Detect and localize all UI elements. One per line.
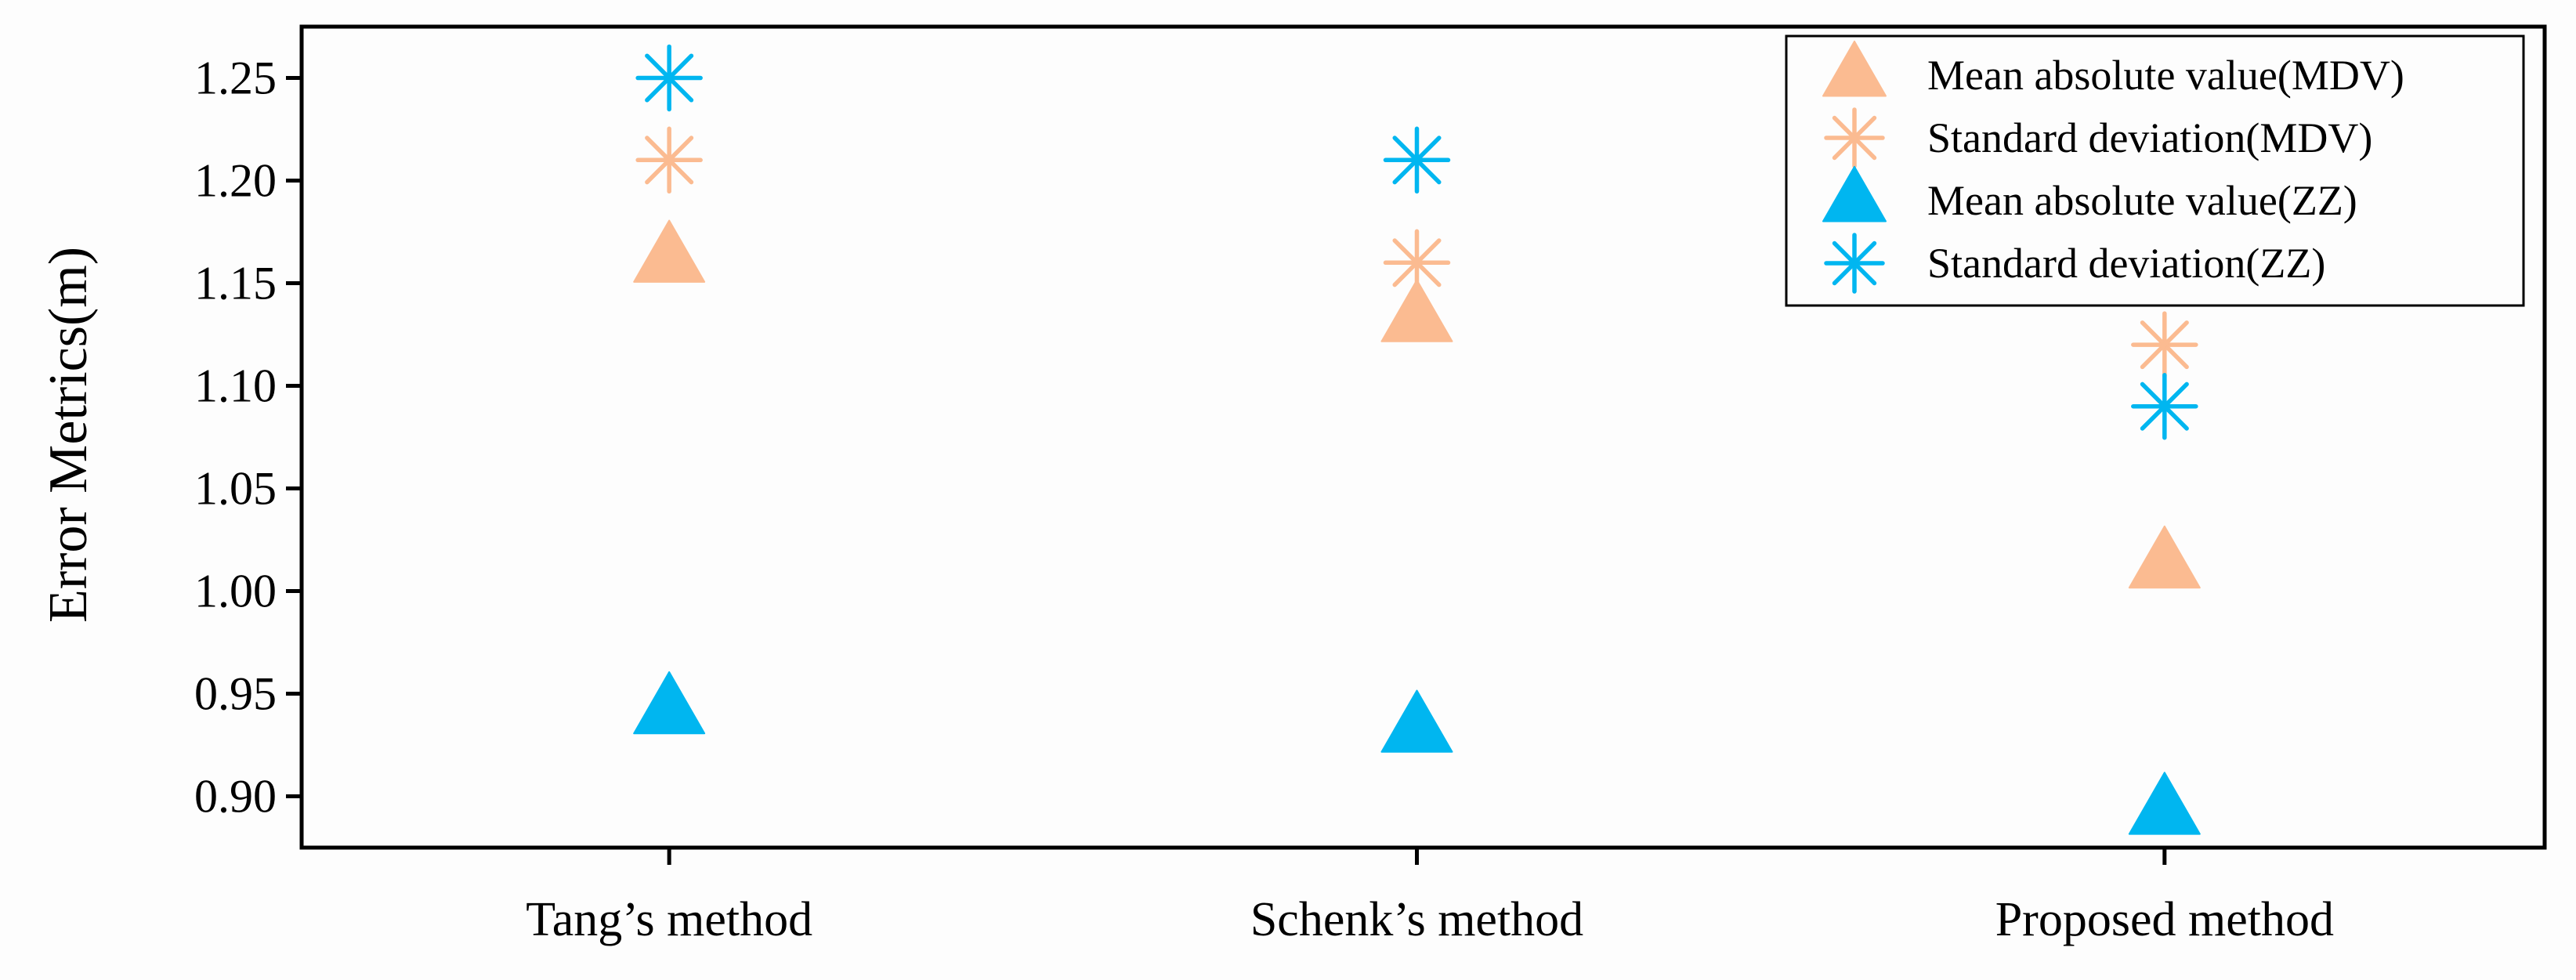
plot-frame	[299, 24, 2547, 850]
x-tick-label: Schenk’s method	[1250, 893, 1583, 946]
legend-label: Mean absolute value(ZZ)	[1927, 177, 2357, 224]
y-tick-label: 0.90	[194, 771, 277, 823]
data-point-asterisk	[635, 126, 703, 194]
y-tick-label: 1.10	[194, 360, 277, 412]
y-tick-label: 0.95	[194, 668, 277, 720]
legend-label: Standard deviation(MDV)	[1927, 114, 2372, 161]
y-tick-label: 1.25	[194, 52, 277, 104]
data-point-triangle	[633, 671, 706, 735]
data-point-asterisk	[1383, 229, 1451, 297]
y-tick-label: 1.00	[194, 566, 277, 617]
data-point-asterisk	[2131, 372, 2198, 440]
data-point-asterisk	[2131, 311, 2198, 378]
data-point-asterisk	[1383, 126, 1451, 194]
legend-label: Mean absolute value(MDV)	[1927, 52, 2404, 99]
data-point-triangle	[633, 219, 706, 283]
y-tick-label: 1.05	[194, 463, 277, 515]
x-tick-label: Tang’s method	[526, 893, 812, 946]
data-point-triangle	[1380, 689, 1453, 753]
y-tick-label: 1.20	[194, 155, 277, 207]
plot-area: 0.90 0.95 1.00 1.05 1.10 1.15 1.20 1.25 Tang’s m…	[194, 24, 2547, 946]
data-point-triangle	[2128, 525, 2201, 589]
legend-label: Standard deviation(ZZ)	[1927, 240, 2325, 287]
y-axis-label: Error Metrics(m)	[38, 247, 99, 623]
y-tick-label: 1.15	[194, 258, 277, 309]
legend-marker-triangle	[1822, 165, 1887, 222]
legend-marker-asterisk	[1824, 107, 1885, 168]
legend-box	[1785, 34, 2525, 307]
data-point-asterisk	[635, 44, 703, 112]
legend-marker-triangle	[1822, 40, 1887, 97]
legend-marker-asterisk	[1824, 233, 1885, 294]
data-point-triangle	[1380, 279, 1453, 342]
data-point-triangle	[2128, 772, 2201, 835]
x-tick-label: Proposed method	[1995, 893, 2334, 946]
